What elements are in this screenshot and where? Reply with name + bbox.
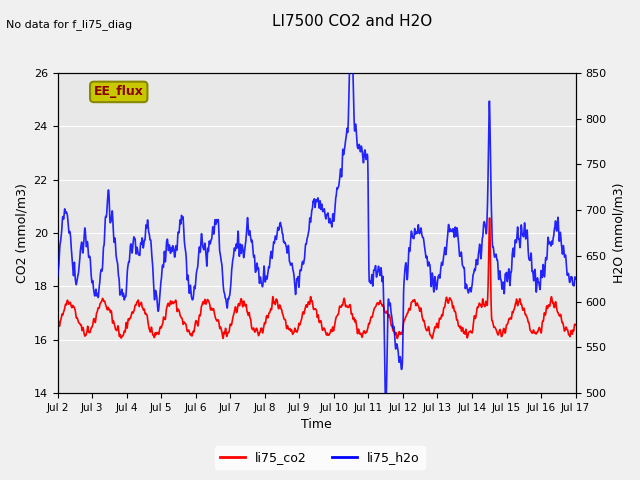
Text: LI7500 CO2 and H2O: LI7500 CO2 and H2O xyxy=(272,14,432,29)
Text: EE_flux: EE_flux xyxy=(94,85,143,98)
Y-axis label: CO2 (mmol/m3): CO2 (mmol/m3) xyxy=(15,183,28,283)
Legend: li75_co2, li75_h2o: li75_co2, li75_h2o xyxy=(215,446,425,469)
X-axis label: Time: Time xyxy=(301,419,332,432)
Text: No data for f_li75_diag: No data for f_li75_diag xyxy=(6,19,132,30)
Y-axis label: H2O (mmol/m3): H2O (mmol/m3) xyxy=(612,183,625,283)
